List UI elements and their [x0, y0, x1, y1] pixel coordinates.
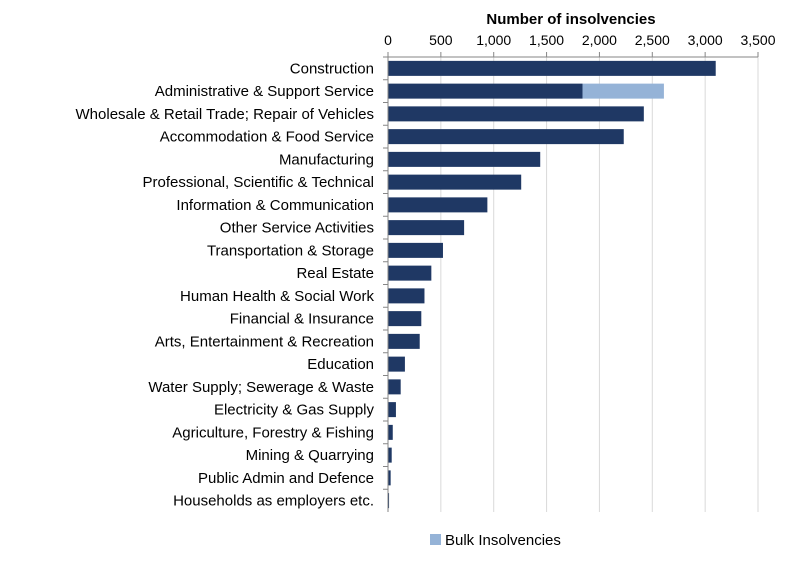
bar [388, 311, 422, 327]
category-label: Water Supply; Sewerage & Waste [148, 379, 374, 396]
bar [388, 447, 392, 463]
bar [388, 60, 716, 76]
bar [388, 493, 390, 509]
bar [388, 197, 488, 213]
category-label: Information & Communication [176, 197, 374, 214]
category-label: Electricity & Gas Supply [214, 402, 375, 419]
bar [388, 424, 393, 440]
legend: Bulk Insolvencies [430, 532, 561, 549]
category-label: Construction [290, 60, 374, 77]
bar [388, 151, 541, 167]
bars [388, 60, 716, 509]
category-label: Human Health & Social Work [180, 288, 374, 305]
bar [388, 402, 396, 418]
category-label: Transportation & Storage [207, 242, 374, 259]
bar [388, 129, 624, 145]
category-label: Financial & Insurance [230, 311, 374, 328]
x-tick-label: 1,000 [476, 32, 511, 48]
bar [388, 356, 405, 372]
category-label: Other Service Activities [220, 220, 374, 237]
bar [388, 220, 465, 236]
category-label: Public Admin and Defence [198, 470, 374, 487]
bar [388, 265, 432, 281]
bar-bulk-insolvencies [582, 83, 664, 99]
bar [388, 379, 401, 395]
bar [388, 174, 522, 190]
x-tick-label: 2,500 [635, 32, 670, 48]
bar [388, 333, 420, 349]
category-label: Manufacturing [279, 151, 374, 168]
legend-swatch-bulk-insolvencies [430, 534, 441, 545]
x-tick-label: 3,000 [688, 32, 723, 48]
legend-label-bulk-insolvencies: Bulk Insolvencies [445, 532, 561, 549]
bar [388, 83, 583, 99]
bar [388, 242, 443, 258]
category-label: Professional, Scientific & Technical [142, 174, 374, 191]
grid-lines [440, 57, 759, 512]
category-label: Administrative & Support Service [155, 83, 374, 100]
category-label: Wholesale & Retail Trade; Repair of Vehi… [76, 106, 374, 123]
x-tick-label: 3,500 [740, 32, 775, 48]
category-label: Accommodation & Food Service [160, 129, 374, 146]
category-label: Mining & Quarrying [246, 447, 374, 464]
bar [388, 288, 425, 304]
x-axis-title: Number of insolvencies [486, 11, 655, 28]
x-tick-label: 500 [429, 32, 453, 48]
bar [388, 106, 644, 122]
x-tick-label: 0 [384, 32, 392, 48]
category-label: Education [307, 356, 374, 373]
axes: 0 500 1,000 1,500 2,000 2,500 3,000 3,500 Constr… [76, 32, 776, 512]
x-tick-label: 2,000 [582, 32, 617, 48]
bar [388, 470, 391, 486]
category-label: Households as employers etc. [173, 493, 374, 510]
x-tick-label: 1,500 [529, 32, 564, 48]
category-label: Agriculture, Forestry & Fishing [172, 424, 374, 441]
category-label: Arts, Entertainment & Recreation [155, 333, 374, 350]
category-label: Real Estate [296, 265, 374, 282]
